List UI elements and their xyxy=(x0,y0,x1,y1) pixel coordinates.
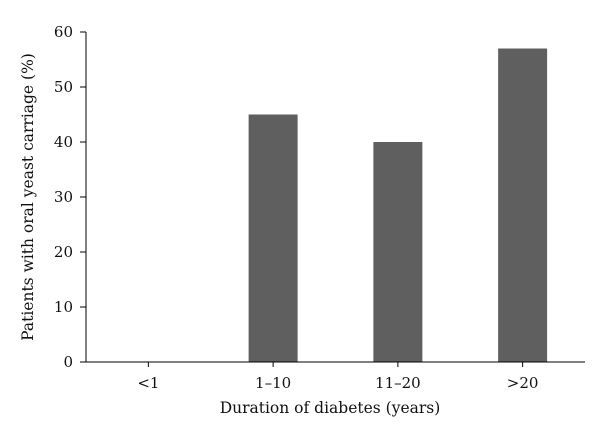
y-tick-label: 40 xyxy=(54,133,73,151)
bar xyxy=(373,142,423,362)
bar xyxy=(498,48,548,362)
x-tick-label: 1–10 xyxy=(255,374,291,392)
bar xyxy=(248,114,298,362)
y-tick-label: 10 xyxy=(54,298,73,316)
y-tick-label: 60 xyxy=(54,23,73,41)
x-tick-label: 11–20 xyxy=(375,374,421,392)
y-axis-title: Patients with oral yeast carriage (%) xyxy=(19,53,37,341)
x-tick-label: <1 xyxy=(137,374,159,392)
x-tick-label: >20 xyxy=(507,374,539,392)
y-tick-label: 0 xyxy=(63,353,73,371)
x-axis-title: Duration of diabetes (years) xyxy=(220,399,441,417)
y-tick-label: 20 xyxy=(54,243,73,261)
y-tick-label: 50 xyxy=(54,78,73,96)
bars-group xyxy=(248,48,548,362)
y-ticks-group: 0 10 20 30 40 50 60 xyxy=(54,23,86,371)
x-labels-group: <1 1–10 11–20 >20 xyxy=(137,362,538,392)
y-tick-label: 30 xyxy=(54,188,73,206)
